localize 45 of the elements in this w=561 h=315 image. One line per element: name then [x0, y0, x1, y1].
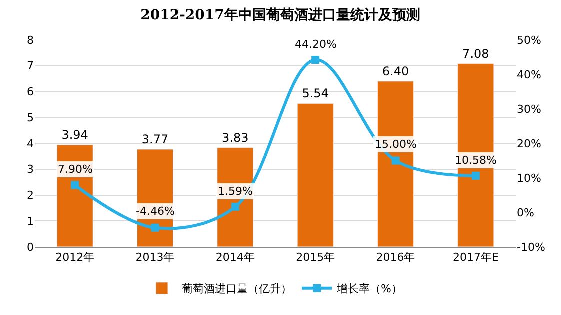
point [151, 224, 160, 232]
y2-tick-label: 0% [517, 206, 534, 220]
data-label: 1.59% [218, 185, 253, 198]
legend-label: 葡萄酒进口量（亿升） [182, 282, 292, 296]
bar [297, 103, 334, 247]
data-label: 15.00% [375, 138, 417, 151]
y2-tick-label: 50% [517, 34, 542, 47]
y-tick-label: 7 [27, 60, 34, 73]
x-tick-label: 2013年 [136, 251, 175, 264]
y-tick-label: 8 [27, 34, 34, 47]
y-tick-label: 5 [27, 111, 34, 124]
data-label: 44.20% [295, 38, 337, 51]
data-label: 5.54 [302, 86, 329, 101]
point [231, 203, 240, 212]
y-tick-label: 6 [27, 86, 34, 99]
point [472, 172, 480, 180]
x-tick-label: 2012年 [56, 251, 95, 264]
y2-tick-label: 40% [517, 68, 542, 82]
data-label: 3.94 [62, 128, 88, 142]
y2-tick-label: 10% [517, 172, 542, 185]
y-tick-label: 3 [27, 163, 34, 176]
data-label: 7.08 [462, 46, 490, 61]
y-tick-label: 2 [27, 189, 34, 202]
point [312, 56, 320, 64]
x-tick-label: 2017年E [452, 251, 499, 264]
y-tick-label: 0 [27, 240, 34, 254]
data-label: -4.46% [136, 205, 175, 218]
legend-label: 增长率（%） [336, 282, 402, 296]
x-tick-label: 2014年 [216, 251, 255, 264]
data-label: 3.77 [142, 132, 169, 146]
data-label: 6.40 [382, 64, 410, 78]
y2-tick-label: 30% [517, 102, 542, 116]
data-label: 7.90% [58, 163, 93, 176]
y-tick-label: 1 [27, 214, 34, 228]
x-tick-label: 2015年 [296, 251, 336, 264]
y-tick-label: 4 [27, 137, 34, 150]
bar [458, 64, 494, 247]
point [71, 181, 80, 190]
data-label: 3.83 [222, 130, 249, 145]
x-tick-label: 2016年 [376, 251, 416, 264]
chart-title: 2012-2017年中国葡萄酒进口量统计及预测 [140, 6, 420, 24]
y2-tick-label: -10% [517, 240, 546, 254]
data-label: 10.58% [455, 154, 497, 167]
point [392, 156, 400, 165]
y2-tick-label: 20% [517, 137, 542, 150]
